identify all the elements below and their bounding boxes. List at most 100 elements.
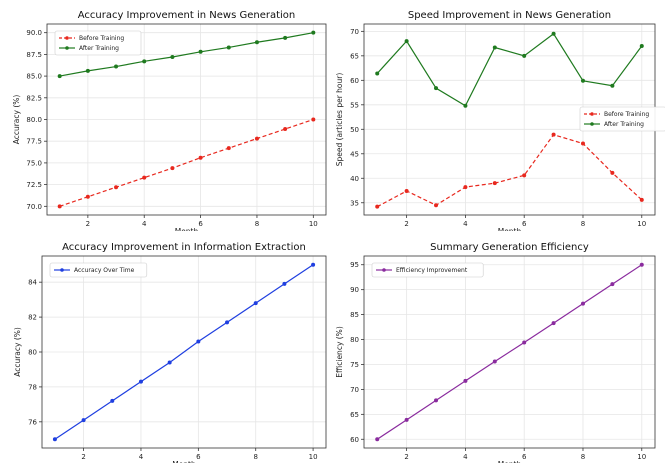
data-point [522, 173, 527, 178]
data-point [170, 166, 175, 171]
x-tick-label: 2 [404, 220, 408, 228]
y-tick-label: 82 [28, 314, 37, 322]
x-axis-label: Month [498, 460, 522, 463]
axes-frame [363, 255, 656, 449]
series-line [54, 264, 314, 440]
data-point [580, 78, 585, 83]
series-line [376, 133, 643, 208]
legend-label: After Training [79, 45, 119, 52]
data-point [522, 53, 527, 58]
y-axis-label: Efficiency (%) [335, 326, 344, 378]
data-point [404, 417, 409, 422]
data-point [110, 398, 115, 403]
x-tick-label: 6 [522, 453, 527, 461]
data-point [114, 185, 119, 190]
legend [54, 30, 142, 56]
x-tick-label: 2 [404, 453, 408, 461]
data-point [283, 127, 288, 132]
legend-marker [382, 268, 386, 272]
y-tick-label: 75.0 [26, 159, 42, 167]
data-point [57, 74, 62, 79]
x-tick-label: 8 [253, 453, 257, 461]
data-point [463, 185, 468, 190]
series-line [59, 118, 314, 207]
x-tick-label: 2 [81, 453, 85, 461]
data-point [170, 54, 175, 59]
data-point [492, 45, 497, 50]
data-point [522, 340, 527, 345]
data-point [114, 64, 119, 69]
data-point [492, 181, 497, 186]
data-point [253, 301, 258, 306]
chart-panel-2: 2 4 6 8 10 35 40 45 50 55 60 65 70 Speed Improvement … [335, 10, 665, 231]
y-tick-label: 84 [28, 279, 37, 287]
data-point [81, 418, 86, 423]
data-point [225, 320, 230, 325]
x-tick-label: 6 [522, 220, 527, 228]
data-point [311, 30, 316, 35]
x-tick-label: 6 [198, 220, 203, 228]
data-point [551, 321, 556, 326]
y-tick-label: 75 [350, 361, 359, 369]
legend [579, 106, 665, 132]
data-point [142, 175, 147, 180]
x-tick-label: 10 [637, 453, 646, 461]
legend-marker [65, 46, 69, 50]
legend-marker [60, 268, 64, 272]
chart-title: Summary Generation Efficiency [430, 242, 589, 253]
y-tick-label: 65 [350, 411, 359, 419]
data-point [375, 437, 380, 442]
data-point [311, 262, 316, 267]
x-tick-label: 4 [463, 220, 468, 228]
data-point [311, 117, 316, 122]
data-point [142, 59, 147, 64]
legend-label: Before Training [604, 111, 649, 118]
x-tick-label: 4 [139, 453, 144, 461]
y-axis-label: Accuracy (%) [12, 95, 21, 145]
data-point [283, 35, 288, 40]
y-tick-label: 80.0 [26, 116, 42, 124]
data-point [610, 170, 615, 175]
y-tick-label: 70.0 [26, 203, 42, 211]
data-point [404, 39, 409, 44]
y-tick-label: 60 [350, 436, 359, 444]
data-point [639, 197, 644, 202]
data-point [580, 301, 585, 306]
data-point [57, 204, 62, 209]
legend-marker [65, 36, 69, 40]
y-tick-label: 60 [350, 77, 359, 85]
data-point [375, 71, 380, 76]
chart-panel-1: 2 4 6 8 10 70.0 72.5 75.0 77.5 80.0 82.5 85.0 87.5 90… [12, 10, 327, 231]
legend-label: Accuracy Over Time [74, 267, 135, 274]
data-point [254, 40, 259, 45]
y-tick-label: 77.5 [26, 138, 42, 146]
data-point [463, 378, 468, 383]
x-tick-label: 8 [581, 453, 585, 461]
data-point [434, 398, 439, 403]
legend-label: Efficiency Improvement [396, 267, 468, 274]
data-point [551, 31, 556, 36]
x-axis-label: Month [175, 227, 199, 231]
y-tick-label: 78 [28, 383, 37, 391]
y-tick-label: 82.5 [26, 94, 42, 102]
x-tick-label: 10 [309, 453, 318, 461]
data-point [167, 360, 172, 365]
x-tick-label: 10 [309, 220, 318, 228]
legend-marker [590, 122, 594, 126]
data-point [610, 282, 615, 287]
x-tick-label: 8 [255, 220, 259, 228]
y-tick-label: 70 [350, 386, 359, 394]
data-point [639, 44, 644, 49]
y-tick-label: 80 [350, 336, 359, 344]
data-point [551, 132, 556, 137]
y-tick-label: 70 [350, 28, 359, 36]
legend [49, 262, 148, 278]
data-point [434, 86, 439, 91]
chart-panel-3: 2 4 6 8 10 76 78 80 82 84 Accuracy Improvement in … [13, 242, 327, 463]
data-point [52, 437, 57, 442]
data-point [254, 136, 259, 141]
y-tick-label: 80 [28, 349, 37, 357]
data-point [196, 339, 201, 344]
chart-title: Speed Improvement in News Generation [408, 10, 611, 21]
